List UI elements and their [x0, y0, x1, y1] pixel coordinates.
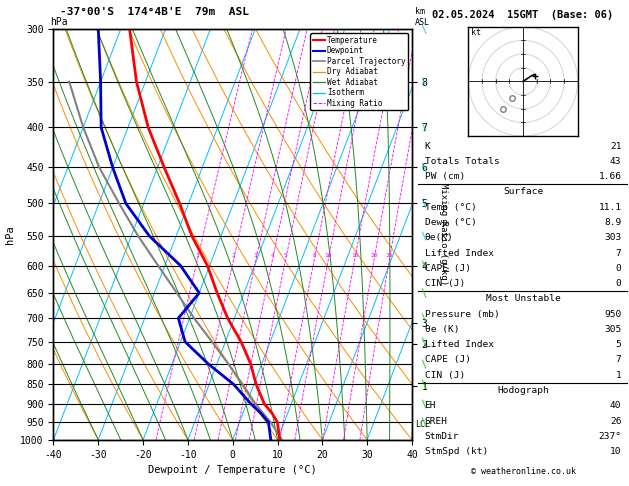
Text: /: /: [419, 399, 430, 410]
Text: CAPE (J): CAPE (J): [425, 264, 470, 273]
Text: hPa: hPa: [50, 17, 68, 27]
Text: StmDir: StmDir: [425, 432, 459, 441]
Text: 21: 21: [610, 141, 621, 151]
Text: 11.1: 11.1: [598, 203, 621, 212]
Text: /: /: [419, 336, 430, 347]
Text: 8: 8: [313, 253, 316, 258]
Text: Temp (°C): Temp (°C): [425, 203, 476, 212]
Text: 305: 305: [604, 325, 621, 334]
Text: /: /: [419, 76, 430, 87]
Text: 02.05.2024  15GMT  (Base: 06): 02.05.2024 15GMT (Base: 06): [432, 10, 614, 20]
Text: 2: 2: [231, 253, 235, 258]
Text: /: /: [419, 417, 430, 428]
Text: 0: 0: [616, 264, 621, 273]
Text: 15: 15: [351, 253, 359, 258]
Text: LCL: LCL: [416, 419, 431, 429]
Text: PW (cm): PW (cm): [425, 172, 465, 181]
Text: StmSpd (kt): StmSpd (kt): [425, 447, 488, 456]
Text: Lifted Index: Lifted Index: [425, 248, 494, 258]
Text: 1.66: 1.66: [598, 172, 621, 181]
Text: 26: 26: [610, 417, 621, 426]
Text: 5: 5: [616, 340, 621, 349]
Y-axis label: hPa: hPa: [4, 225, 14, 244]
Text: 40: 40: [610, 401, 621, 410]
Text: /: /: [419, 379, 430, 390]
X-axis label: Dewpoint / Temperature (°C): Dewpoint / Temperature (°C): [148, 465, 317, 475]
Text: 3: 3: [254, 253, 258, 258]
Text: 7: 7: [616, 355, 621, 364]
Text: θe(K): θe(K): [425, 233, 454, 243]
Text: 1: 1: [616, 371, 621, 380]
Text: CIN (J): CIN (J): [425, 371, 465, 380]
Text: 0: 0: [616, 279, 621, 288]
Text: /: /: [419, 162, 430, 173]
Text: /: /: [419, 287, 430, 298]
Text: θe (K): θe (K): [425, 325, 459, 334]
Text: EH: EH: [425, 401, 436, 410]
Text: 7: 7: [616, 248, 621, 258]
Legend: Temperature, Dewpoint, Parcel Trajectory, Dry Adiabat, Wet Adiabat, Isotherm, Mi: Temperature, Dewpoint, Parcel Trajectory…: [311, 33, 408, 110]
Text: 950: 950: [604, 310, 621, 319]
Text: 43: 43: [610, 157, 621, 166]
Text: K: K: [425, 141, 430, 151]
Text: /: /: [419, 260, 430, 271]
Text: 5: 5: [284, 253, 287, 258]
Text: 10: 10: [325, 253, 332, 258]
Text: 237°: 237°: [598, 432, 621, 441]
Text: CIN (J): CIN (J): [425, 279, 465, 288]
Text: Surface: Surface: [503, 188, 543, 196]
Text: /: /: [419, 312, 430, 324]
Text: 303: 303: [604, 233, 621, 243]
Text: 4: 4: [270, 253, 274, 258]
Text: 20: 20: [370, 253, 378, 258]
Text: /: /: [419, 358, 430, 369]
Text: Totals Totals: Totals Totals: [425, 157, 499, 166]
Text: © weatheronline.co.uk: © weatheronline.co.uk: [470, 467, 576, 476]
Text: SREH: SREH: [425, 417, 448, 426]
Y-axis label: Mixing Ratio (g/kg): Mixing Ratio (g/kg): [438, 183, 448, 286]
Text: km
ASL: km ASL: [415, 7, 430, 27]
Text: 10: 10: [610, 447, 621, 456]
Text: kt: kt: [471, 28, 481, 37]
Text: Hodograph: Hodograph: [497, 386, 549, 395]
Text: Most Unstable: Most Unstable: [486, 295, 560, 303]
Text: Pressure (mb): Pressure (mb): [425, 310, 499, 319]
Text: Lifted Index: Lifted Index: [425, 340, 494, 349]
Text: 1: 1: [196, 253, 199, 258]
Text: Dewp (°C): Dewp (°C): [425, 218, 476, 227]
Text: 25: 25: [386, 253, 393, 258]
Text: 8.9: 8.9: [604, 218, 621, 227]
Text: -37°00'S  174°4B'E  79m  ASL: -37°00'S 174°4B'E 79m ASL: [60, 7, 248, 17]
Text: /: /: [419, 23, 430, 35]
Text: /: /: [419, 230, 430, 242]
Text: /: /: [419, 122, 430, 133]
Text: CAPE (J): CAPE (J): [425, 355, 470, 364]
Text: /: /: [419, 198, 430, 209]
